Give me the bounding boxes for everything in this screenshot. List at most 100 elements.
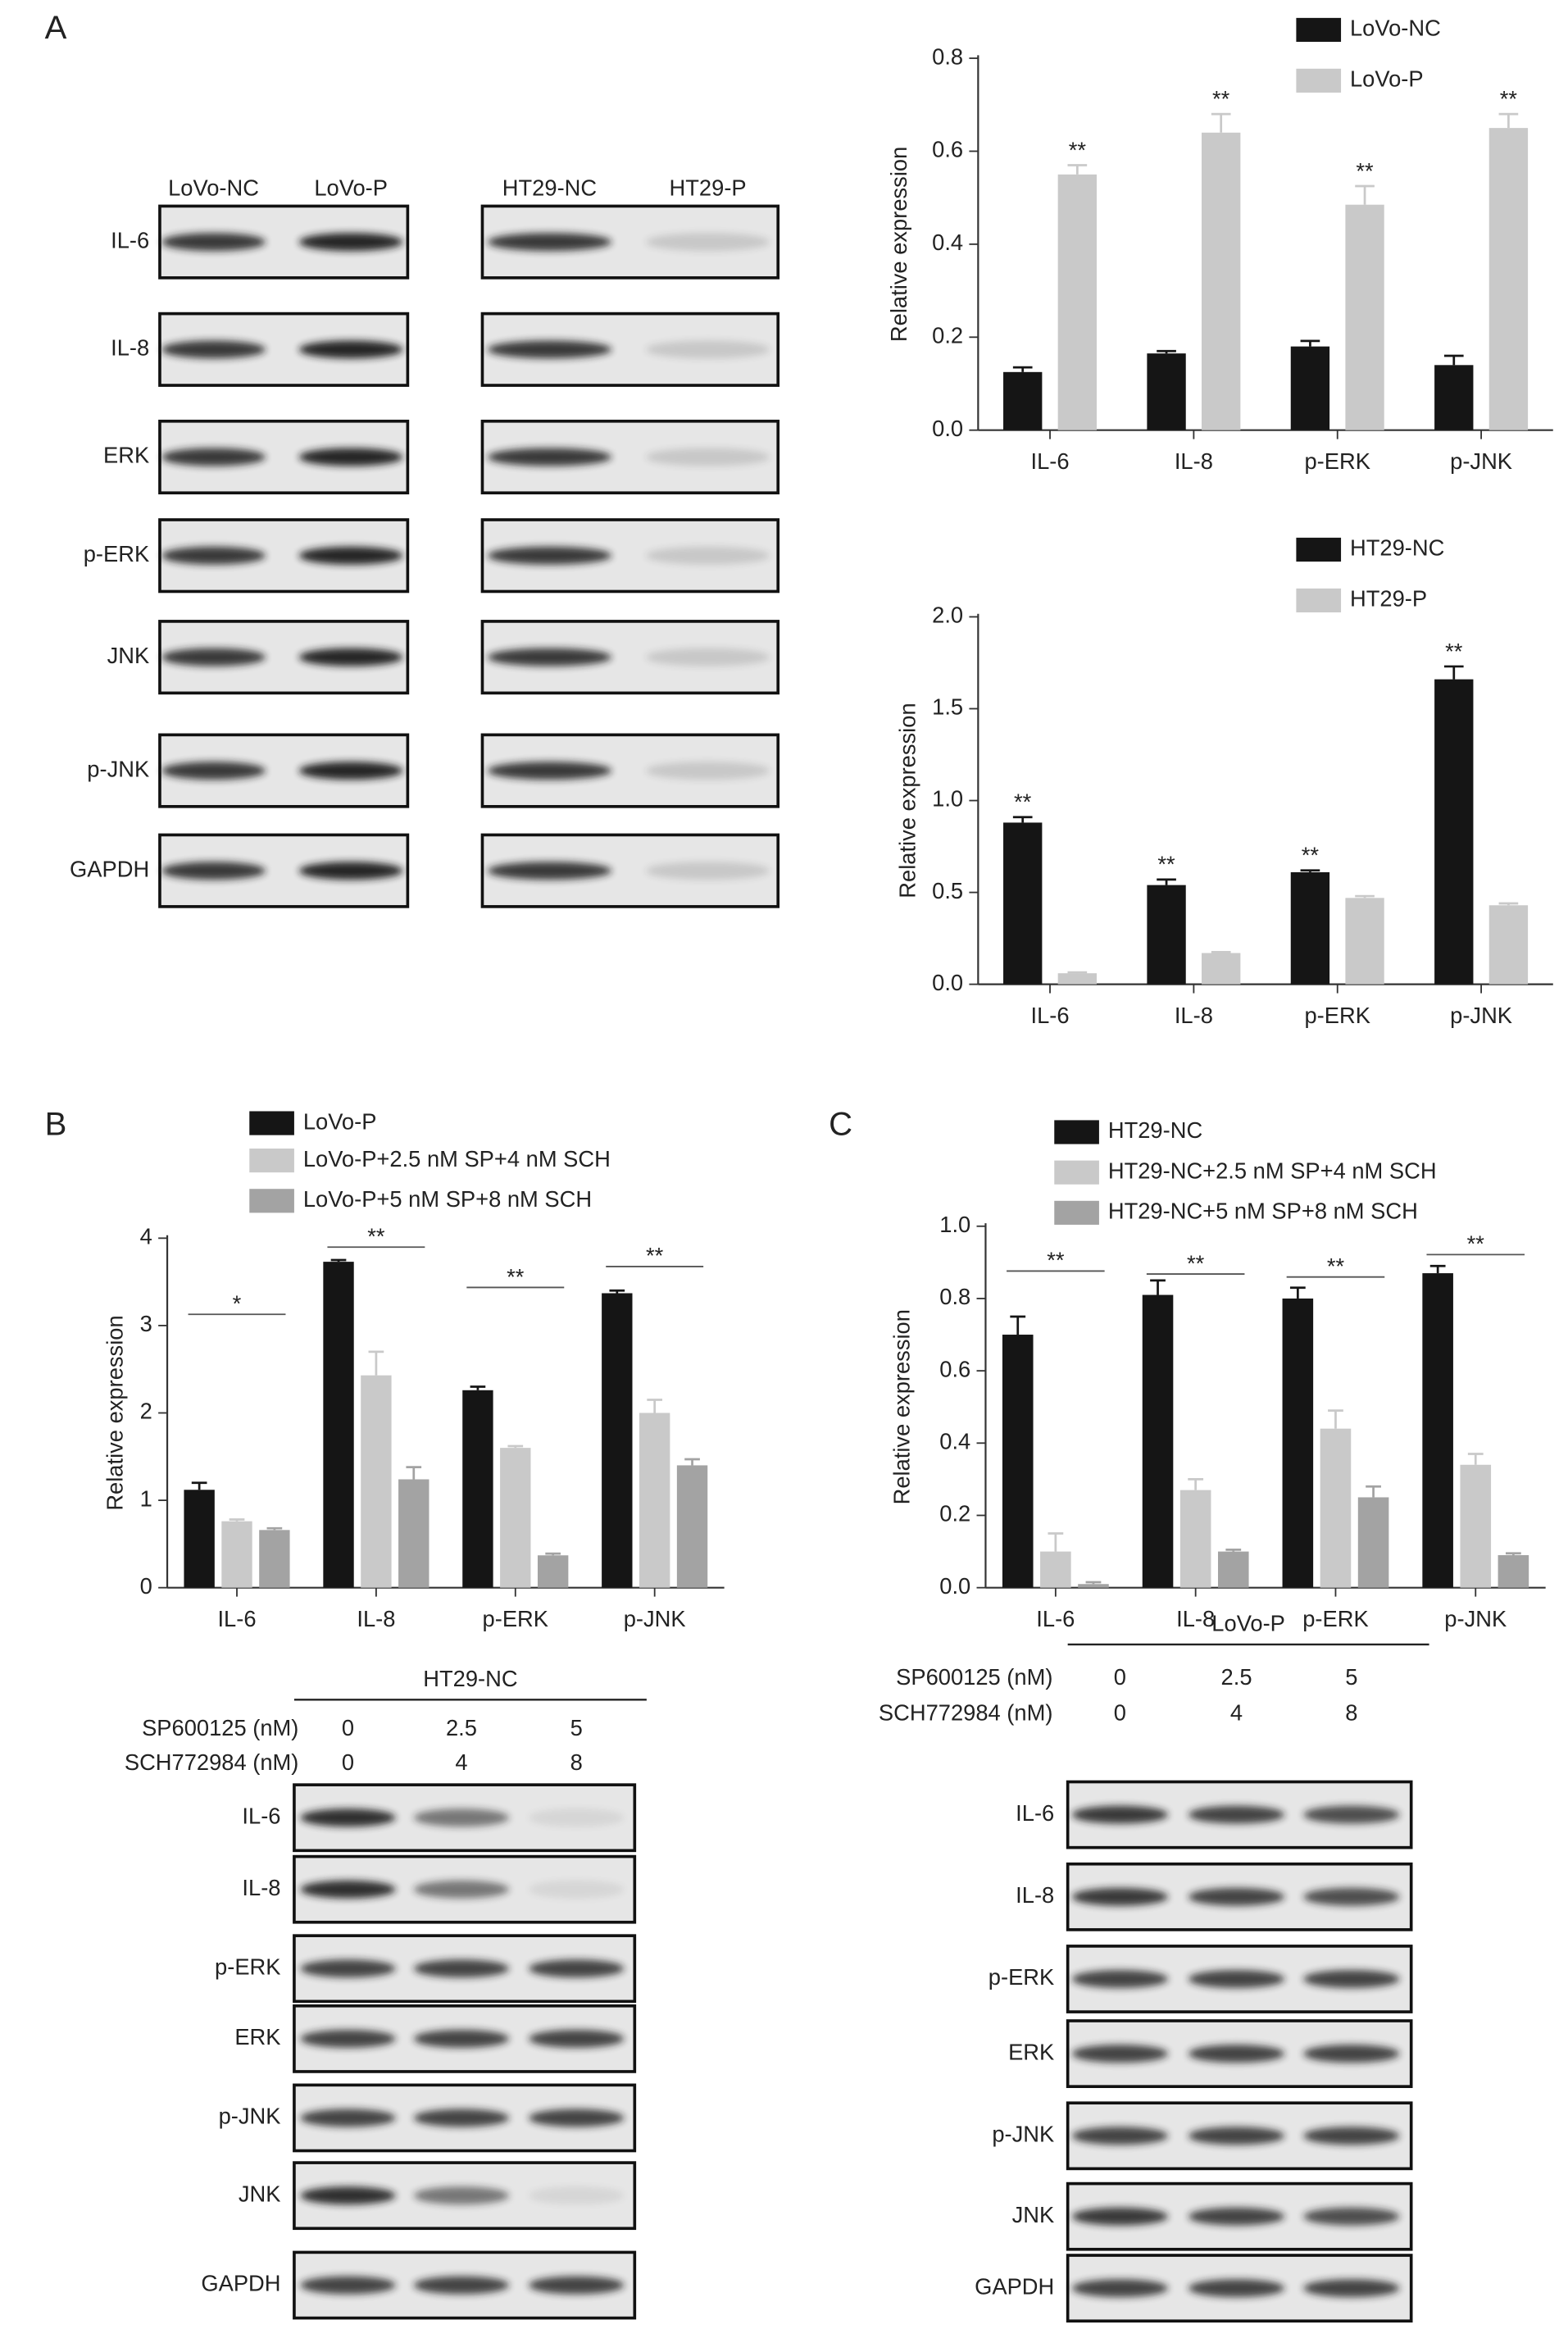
bar <box>1434 679 1474 985</box>
bar <box>537 1555 569 1588</box>
band <box>298 448 403 466</box>
significance: ** <box>1467 1231 1485 1257</box>
band <box>1303 2127 1400 2145</box>
legend-swatch <box>249 1189 294 1213</box>
band <box>300 2186 396 2205</box>
bar <box>1422 1273 1453 1588</box>
band <box>1188 2279 1285 2298</box>
y-tick-label: 4 <box>140 1224 152 1249</box>
band <box>645 233 770 252</box>
band <box>1303 1970 1400 1988</box>
y-tick-label: 3 <box>140 1311 152 1336</box>
row-label: IL-6 <box>1016 1800 1054 1826</box>
x-tick-label: IL-8 <box>357 1606 395 1631</box>
row-label: GAPDH <box>70 856 149 881</box>
dose: 8 <box>1345 1700 1357 1726</box>
bar <box>500 1448 531 1588</box>
row-label: ERK <box>1008 2039 1054 2064</box>
legend-swatch <box>1296 17 1342 43</box>
band <box>487 546 612 565</box>
legend-swatch <box>249 1149 294 1173</box>
bar <box>1488 128 1529 430</box>
band <box>487 340 612 359</box>
x-tick-label: p-ERK <box>1302 1606 1368 1631</box>
row-label: GAPDH <box>201 2271 280 2296</box>
band <box>298 762 403 780</box>
y-tick-label: 0.6 <box>939 1356 970 1381</box>
bar <box>602 1293 633 1588</box>
band <box>1071 2279 1169 2298</box>
bar <box>398 1479 429 1588</box>
band <box>300 1880 396 1899</box>
bar <box>1040 1551 1071 1588</box>
band <box>645 762 770 780</box>
legend-swatch <box>1296 68 1342 93</box>
legend-label: LoVo-P+2.5 nM SP+4 nM SCH <box>303 1146 611 1171</box>
bar <box>1290 346 1330 430</box>
dose: 4 <box>455 1749 467 1775</box>
y-tick-label: 0.2 <box>939 1501 970 1526</box>
band <box>298 862 403 880</box>
band <box>161 340 266 359</box>
legend-label: LoVo-P <box>303 1108 377 1134</box>
band <box>529 2109 625 2127</box>
bar <box>1003 371 1043 430</box>
legend-label: LoVo-P+5 nM SP+8 nM SCH <box>303 1186 592 1212</box>
legend-swatch <box>1054 1200 1099 1225</box>
bar <box>1179 1490 1211 1588</box>
bar <box>1282 1298 1314 1588</box>
bar <box>1460 1464 1492 1588</box>
x-tick-label: IL-6 <box>1030 1003 1069 1028</box>
band <box>1303 2045 1400 2063</box>
band <box>1188 2045 1285 2063</box>
band <box>1303 2279 1400 2298</box>
x-tick-label: IL-8 <box>1176 1606 1215 1631</box>
dose: 2.5 <box>446 1715 477 1740</box>
bar <box>1320 1428 1352 1588</box>
y-tick-label: 2.0 <box>932 603 963 628</box>
significance: ** <box>1356 158 1374 184</box>
y-tick-label: 0.8 <box>932 43 963 69</box>
legend-label: HT29-P <box>1350 586 1427 612</box>
dose: 4 <box>1230 1700 1243 1726</box>
band <box>529 1808 625 1827</box>
dose: 0 <box>342 1715 354 1740</box>
band <box>645 546 770 565</box>
y-tick-label: 0.0 <box>939 1573 970 1599</box>
bar <box>259 1530 290 1588</box>
legend-label: HT29-NC+2.5 nM SP+4 nM SCH <box>1108 1158 1437 1183</box>
row-label: GAPDH <box>975 2273 1054 2299</box>
bar <box>1345 204 1384 430</box>
y-tick-label: 0 <box>140 1573 152 1599</box>
lane-label: HT29-P <box>670 175 747 201</box>
band <box>413 2276 510 2295</box>
significance: ** <box>1157 852 1175 877</box>
band <box>298 340 403 359</box>
blot-title: HT29-NC <box>423 1666 517 1691</box>
band <box>529 2029 625 2048</box>
dose: 2.5 <box>1221 1664 1252 1690</box>
band <box>300 2276 396 2295</box>
panel-label: A <box>45 10 67 46</box>
row-label: IL-6 <box>242 1803 280 1828</box>
significance: ** <box>1047 1248 1065 1273</box>
bar <box>1202 953 1241 985</box>
y-tick-label: 0.0 <box>932 416 963 441</box>
row-label: p-ERK <box>215 1954 280 1979</box>
row-label: ERK <box>103 443 149 468</box>
band <box>1188 2127 1285 2145</box>
band <box>645 340 770 359</box>
dose: 0 <box>342 1749 354 1775</box>
x-tick-label: p-JNK <box>1450 448 1512 474</box>
x-tick-label: IL-8 <box>1175 1003 1213 1028</box>
y-tick-label: 0.2 <box>932 323 963 348</box>
y-tick-label: 2 <box>140 1399 152 1424</box>
significance: ** <box>1187 1250 1205 1276</box>
lane-label: HT29-NC <box>502 175 597 201</box>
band <box>298 233 403 252</box>
bar <box>1147 353 1186 430</box>
x-tick-label: IL-6 <box>1030 448 1069 474</box>
bar <box>1002 1335 1034 1588</box>
dose: 0 <box>1114 1700 1126 1726</box>
x-tick-label: p-JNK <box>624 1606 686 1631</box>
